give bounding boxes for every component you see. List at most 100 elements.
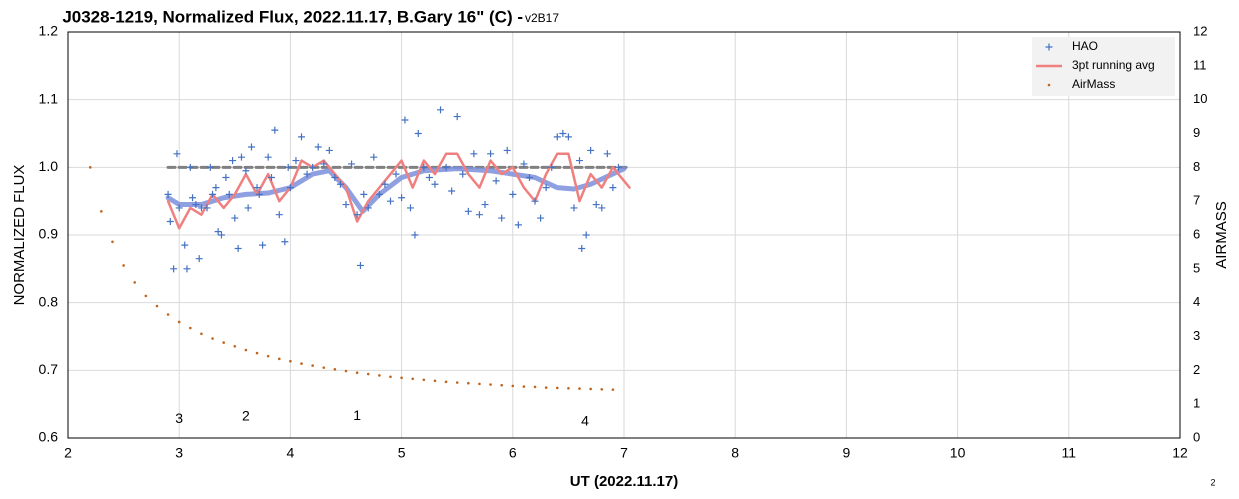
y2-tick-label: 9	[1193, 125, 1200, 140]
data-point	[164, 190, 172, 198]
data-point	[242, 167, 250, 175]
y2-tick-label: 5	[1193, 260, 1200, 275]
data-point	[292, 157, 300, 165]
data-point	[609, 184, 617, 192]
y-tick-label: 0.8	[39, 293, 59, 309]
x-tick-label: 4	[287, 445, 295, 461]
data-point	[448, 187, 456, 195]
data-point	[503, 146, 511, 154]
airmass-point	[200, 332, 203, 336]
airmass-point	[289, 359, 292, 363]
y2-tick-label: 8	[1193, 159, 1200, 174]
x-axis-title: UT (2022.11.17)	[570, 473, 678, 490]
legend-label: AirMass	[1072, 77, 1115, 91]
legend-marker	[1047, 83, 1051, 87]
data-point	[314, 143, 322, 151]
airmass-point	[600, 387, 604, 391]
data-point	[244, 204, 252, 212]
data-point	[175, 204, 183, 212]
data-point	[356, 261, 364, 269]
airmass-point	[578, 387, 581, 390]
data-point	[481, 201, 489, 209]
airmass-point	[611, 388, 615, 391]
data-point	[229, 157, 237, 165]
airmass-point	[489, 383, 492, 386]
data-point	[264, 153, 272, 161]
data-point	[406, 204, 414, 212]
airmass-point	[166, 313, 170, 316]
data-point	[492, 177, 500, 185]
data-point	[392, 170, 400, 178]
data-point	[309, 163, 317, 171]
data-point	[559, 130, 567, 137]
plot-frame	[67, 31, 1181, 439]
y2-axis-title: AIRMASS	[1213, 201, 1230, 269]
data-point	[414, 130, 422, 137]
x-tick-label: 3	[175, 445, 183, 461]
data-point	[267, 173, 275, 181]
data-point	[173, 150, 181, 158]
data-point	[320, 160, 328, 168]
data-point	[531, 197, 539, 205]
airmass-point	[222, 341, 225, 344]
y2-tick-label: 10	[1193, 91, 1207, 106]
data-point	[281, 238, 289, 246]
annotation: 2	[242, 408, 250, 424]
data-point	[331, 173, 339, 181]
data-point	[520, 160, 528, 168]
airmass-point	[422, 378, 426, 382]
airmass-point	[144, 294, 148, 298]
data-point	[170, 265, 178, 273]
chart-title: J0328-1219, Normalized Flux, 2022.11.17,…	[62, 7, 523, 26]
y2-tick-label: 0	[1193, 429, 1200, 444]
y2-tick-label: 12	[1193, 23, 1207, 38]
data-point	[181, 241, 189, 249]
data-point	[214, 228, 222, 236]
data-point	[353, 211, 361, 219]
airmass-point	[177, 320, 181, 324]
airmass-point	[189, 326, 192, 330]
data-point	[487, 150, 495, 158]
legend-label: HAO	[1072, 39, 1098, 53]
data-point	[166, 217, 174, 225]
series-line	[166, 152, 631, 230]
data-point	[514, 221, 522, 229]
airmass-point	[411, 377, 415, 381]
annotation: 4	[581, 412, 589, 428]
data-point	[603, 150, 611, 158]
airmass-point	[255, 351, 259, 355]
data-point	[509, 190, 517, 198]
x-tick-label: 7	[620, 445, 628, 461]
data-point	[582, 231, 590, 239]
data-point	[189, 194, 197, 202]
data-point	[336, 180, 344, 188]
airmass-point	[122, 264, 125, 267]
data-point	[298, 133, 306, 141]
data-point	[614, 163, 622, 171]
x-tick-label: 6	[509, 445, 517, 461]
data-point	[525, 173, 533, 181]
data-point	[411, 231, 419, 239]
data-point	[464, 207, 472, 215]
y2-tick-label: 1	[1193, 396, 1200, 411]
data-point	[286, 184, 294, 192]
data-point	[381, 180, 389, 188]
data-point	[234, 245, 242, 253]
data-point	[553, 133, 561, 141]
airmass-point	[311, 364, 314, 367]
data-point	[420, 163, 428, 171]
airmass-point	[567, 386, 570, 390]
data-point	[325, 146, 333, 154]
airmass-point	[478, 382, 481, 386]
y-tick-label: 1.0	[39, 158, 59, 174]
data-point	[587, 146, 595, 154]
y-tick-label: 0.6	[39, 429, 59, 445]
airmass-point	[544, 386, 548, 389]
data-point	[592, 201, 600, 209]
data-point	[186, 163, 194, 171]
data-point	[364, 204, 372, 212]
airmass-point	[155, 304, 159, 308]
x-tick-label: 8	[731, 445, 739, 461]
data-point	[401, 116, 409, 124]
x-tick-label: 12	[1172, 445, 1188, 461]
